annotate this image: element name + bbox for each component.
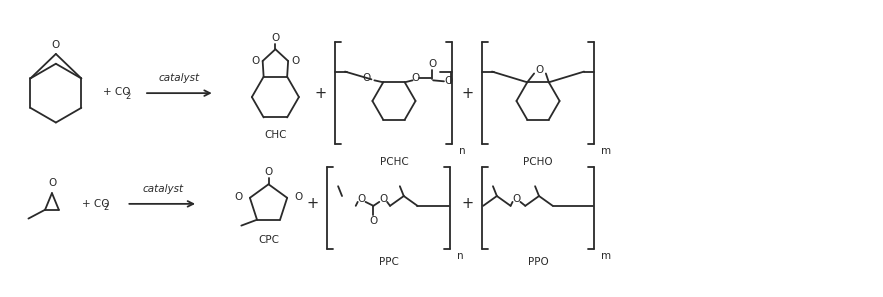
Text: 2: 2 [103,203,109,212]
Text: 2: 2 [125,92,130,101]
Text: O: O [445,76,453,86]
Text: O: O [251,56,260,66]
Text: O: O [358,194,366,204]
Text: PCHC: PCHC [380,157,408,167]
Text: PPC: PPC [379,257,398,267]
Text: O: O [52,40,60,50]
Text: + CO: + CO [82,199,109,209]
Text: O: O [291,56,299,66]
Text: O: O [536,64,544,75]
Text: O: O [234,192,243,202]
Text: m: m [600,251,611,261]
Text: O: O [271,33,280,43]
Text: O: O [428,59,437,69]
Text: +: + [462,196,473,211]
Text: O: O [264,167,273,177]
Text: O: O [379,194,388,204]
Text: n: n [457,251,464,261]
Text: O: O [49,178,57,188]
Text: O: O [369,216,378,226]
Text: O: O [411,73,419,83]
Text: CHC: CHC [264,130,287,140]
Text: CPC: CPC [258,235,279,245]
Text: +: + [314,86,327,101]
Text: +: + [306,196,319,211]
Text: PCHO: PCHO [524,157,553,167]
Text: m: m [600,146,611,156]
Text: +: + [462,86,473,101]
Text: catalyst: catalyst [159,73,200,83]
Text: n: n [458,146,465,156]
Text: O: O [512,194,521,204]
Text: + CO: + CO [103,87,131,97]
Text: catalyst: catalyst [142,184,184,194]
Text: O: O [295,192,303,202]
Text: O: O [362,73,371,83]
Text: PPO: PPO [528,257,548,267]
